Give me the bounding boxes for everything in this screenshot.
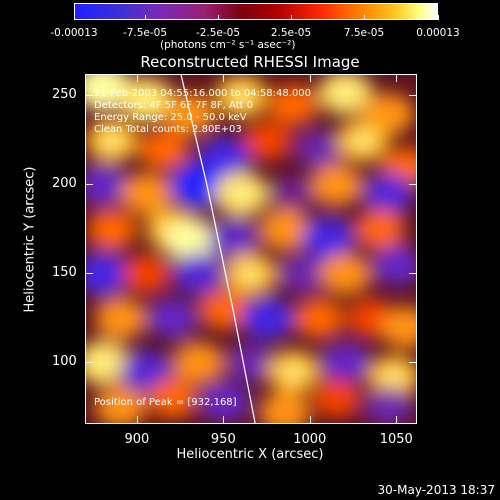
negative-blob bbox=[320, 342, 371, 384]
negative-blob bbox=[241, 296, 294, 341]
negative-blob bbox=[364, 387, 413, 423]
emission-core bbox=[353, 133, 372, 148]
emission-core bbox=[336, 85, 355, 100]
colorbar-tick-mark bbox=[438, 15, 439, 20]
negative-blob bbox=[199, 381, 250, 423]
emission-blob bbox=[259, 208, 311, 251]
solar-limb-line bbox=[180, 75, 256, 423]
rhessi-image-plot bbox=[85, 74, 417, 424]
y-tick-label: 200 bbox=[52, 176, 77, 192]
info-time: 21-Feb-2003 04:55:16.000 to 04:58:48.000 bbox=[94, 88, 312, 99]
negative-blob bbox=[226, 343, 275, 383]
emission-blob bbox=[172, 341, 224, 384]
negative-blob bbox=[147, 298, 198, 339]
emission-core bbox=[102, 133, 121, 148]
x-tick-mark bbox=[223, 74, 225, 82]
colorbar-unit: (photons cm⁻² s⁻¹ asec⁻²) bbox=[160, 39, 296, 51]
negative-blob bbox=[270, 175, 317, 213]
colorbar-tick-label: -7.5e-05 bbox=[122, 27, 168, 39]
emission-blob bbox=[94, 386, 147, 423]
colorbar-tick-label: -0.00013 bbox=[50, 27, 98, 39]
y-tick-label: 150 bbox=[52, 264, 77, 280]
negative-blob bbox=[363, 173, 415, 215]
colorbar-tick-label: -2.5e-05 bbox=[195, 27, 241, 39]
x-tick-label: 900 bbox=[124, 432, 150, 447]
y-tick-mark bbox=[409, 361, 417, 363]
negative-blob bbox=[301, 216, 355, 261]
y-tick-mark bbox=[409, 272, 417, 274]
emission-core bbox=[232, 89, 251, 104]
emission-blob bbox=[199, 289, 250, 330]
negative-blob bbox=[172, 253, 224, 295]
x-tick-label: 1050 bbox=[379, 432, 413, 447]
emission-core bbox=[94, 355, 113, 370]
y-tick-label: 100 bbox=[52, 353, 77, 369]
emission-blob bbox=[139, 129, 189, 170]
timestamp: 30-May-2013 18:37 bbox=[377, 483, 495, 497]
x-tick-mark bbox=[396, 74, 398, 82]
emission-core bbox=[241, 266, 260, 281]
emission-core bbox=[284, 364, 303, 379]
colorbar-tick-mark bbox=[364, 15, 365, 20]
colorbar bbox=[74, 3, 438, 20]
x-axis-label: Heliocentric X (arcsec) bbox=[176, 447, 324, 462]
emission-blob bbox=[120, 173, 173, 215]
y-tick-mark bbox=[409, 184, 417, 186]
colorbar-tick-label: 7.5e-05 bbox=[343, 27, 385, 39]
info-peak: Position of Peak = [932,168] bbox=[94, 397, 237, 408]
colorbar-tick-mark bbox=[145, 15, 146, 20]
x-tick-mark bbox=[396, 416, 398, 424]
colorbar-tick-mark bbox=[74, 15, 75, 20]
y-tick-mark bbox=[85, 95, 93, 97]
emission-blob bbox=[380, 306, 416, 349]
negative-blob bbox=[170, 162, 227, 209]
rhessi-image-canvas bbox=[86, 75, 416, 423]
x-tick-mark bbox=[223, 416, 225, 424]
y-tick-mark bbox=[85, 361, 93, 363]
emission-blob bbox=[94, 297, 147, 340]
emission-blob bbox=[312, 378, 361, 418]
emission-blob bbox=[311, 164, 363, 207]
emission-core bbox=[184, 235, 203, 250]
negative-blob bbox=[86, 252, 130, 296]
emission-blob bbox=[319, 253, 371, 295]
image-blobs bbox=[86, 75, 416, 423]
y-tick-mark bbox=[409, 95, 417, 97]
emission-blob bbox=[268, 85, 319, 126]
x-tick-label: 950 bbox=[210, 432, 236, 447]
negative-blob bbox=[295, 130, 344, 170]
colorbar-tick-mark bbox=[291, 15, 292, 20]
emission-blob bbox=[87, 209, 137, 250]
emission-blob bbox=[355, 209, 405, 250]
colorbar-tick-label: 2.5e-05 bbox=[270, 27, 312, 39]
emission-core bbox=[137, 92, 156, 107]
emission-blob bbox=[122, 254, 171, 294]
x-tick-mark bbox=[309, 74, 311, 82]
emission-core bbox=[232, 187, 251, 202]
emission-core bbox=[384, 370, 403, 385]
x-tick-mark bbox=[136, 416, 138, 424]
negative-blob bbox=[86, 164, 129, 206]
x-tick-mark bbox=[309, 416, 311, 424]
image-title: Reconstructed RHESSI Image bbox=[140, 53, 360, 71]
colorbar-tick-mark bbox=[218, 15, 219, 20]
colorbar-tick-label: 0.00013 bbox=[416, 27, 460, 39]
y-tick-label: 250 bbox=[52, 87, 77, 103]
x-tick-mark bbox=[136, 74, 138, 82]
y-axis-label: Heliocentric Y (arcsec) bbox=[22, 166, 38, 313]
x-tick-label: 1000 bbox=[293, 432, 327, 447]
info-energy: Energy Range: 25.0 - 50.0 keV bbox=[94, 112, 247, 123]
negative-blob bbox=[372, 244, 416, 286]
emission-core bbox=[94, 80, 113, 95]
emission-blob bbox=[147, 378, 198, 419]
emission-blob bbox=[243, 121, 292, 161]
info-method: Clean Total counts: 2.80E+03 bbox=[94, 124, 242, 135]
emission-blob bbox=[259, 391, 311, 423]
y-tick-mark bbox=[85, 184, 93, 186]
info-detectors: Detectors: 4F 5F 6F 7F 8F, Att 0 bbox=[94, 100, 254, 111]
y-tick-mark bbox=[85, 272, 93, 274]
emission-blob bbox=[294, 298, 345, 339]
negative-blob bbox=[278, 254, 327, 294]
